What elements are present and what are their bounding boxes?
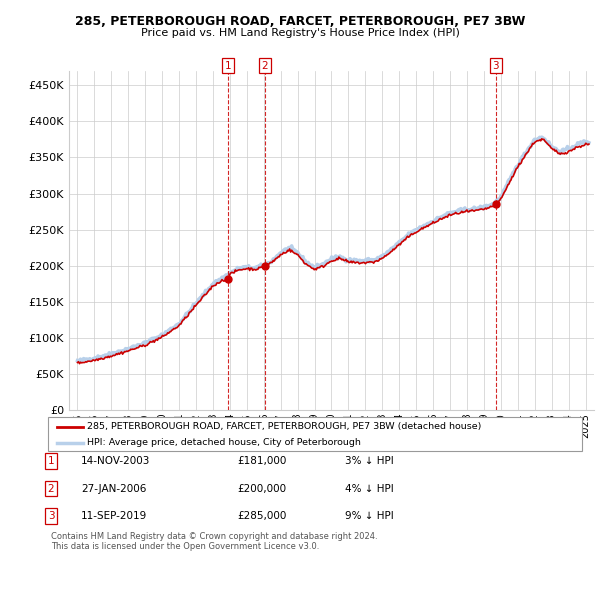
- Text: 285, PETERBOROUGH ROAD, FARCET, PETERBOROUGH, PE7 3BW (detached house): 285, PETERBOROUGH ROAD, FARCET, PETERBOR…: [87, 422, 481, 431]
- Text: HPI: Average price, detached house, City of Peterborough: HPI: Average price, detached house, City…: [87, 438, 361, 447]
- Text: 9% ↓ HPI: 9% ↓ HPI: [345, 511, 394, 520]
- Text: 3% ↓ HPI: 3% ↓ HPI: [345, 457, 394, 466]
- Text: Contains HM Land Registry data © Crown copyright and database right 2024.: Contains HM Land Registry data © Crown c…: [51, 532, 377, 541]
- Text: 3: 3: [493, 61, 499, 71]
- Text: 285, PETERBOROUGH ROAD, FARCET, PETERBOROUGH, PE7 3BW: 285, PETERBOROUGH ROAD, FARCET, PETERBOR…: [75, 15, 525, 28]
- Text: Price paid vs. HM Land Registry's House Price Index (HPI): Price paid vs. HM Land Registry's House …: [140, 28, 460, 38]
- Text: 27-JAN-2006: 27-JAN-2006: [81, 484, 146, 493]
- Text: 14-NOV-2003: 14-NOV-2003: [81, 457, 151, 466]
- Text: £200,000: £200,000: [237, 484, 286, 493]
- Text: £181,000: £181,000: [237, 457, 286, 466]
- Text: 11-SEP-2019: 11-SEP-2019: [81, 511, 147, 520]
- Text: 3: 3: [47, 511, 55, 520]
- Text: 2: 2: [262, 61, 268, 71]
- Text: £285,000: £285,000: [237, 511, 286, 520]
- Text: 1: 1: [224, 61, 231, 71]
- Text: 2: 2: [47, 484, 55, 493]
- Text: 1: 1: [47, 457, 55, 466]
- Text: 4% ↓ HPI: 4% ↓ HPI: [345, 484, 394, 493]
- Text: This data is licensed under the Open Government Licence v3.0.: This data is licensed under the Open Gov…: [51, 542, 319, 550]
